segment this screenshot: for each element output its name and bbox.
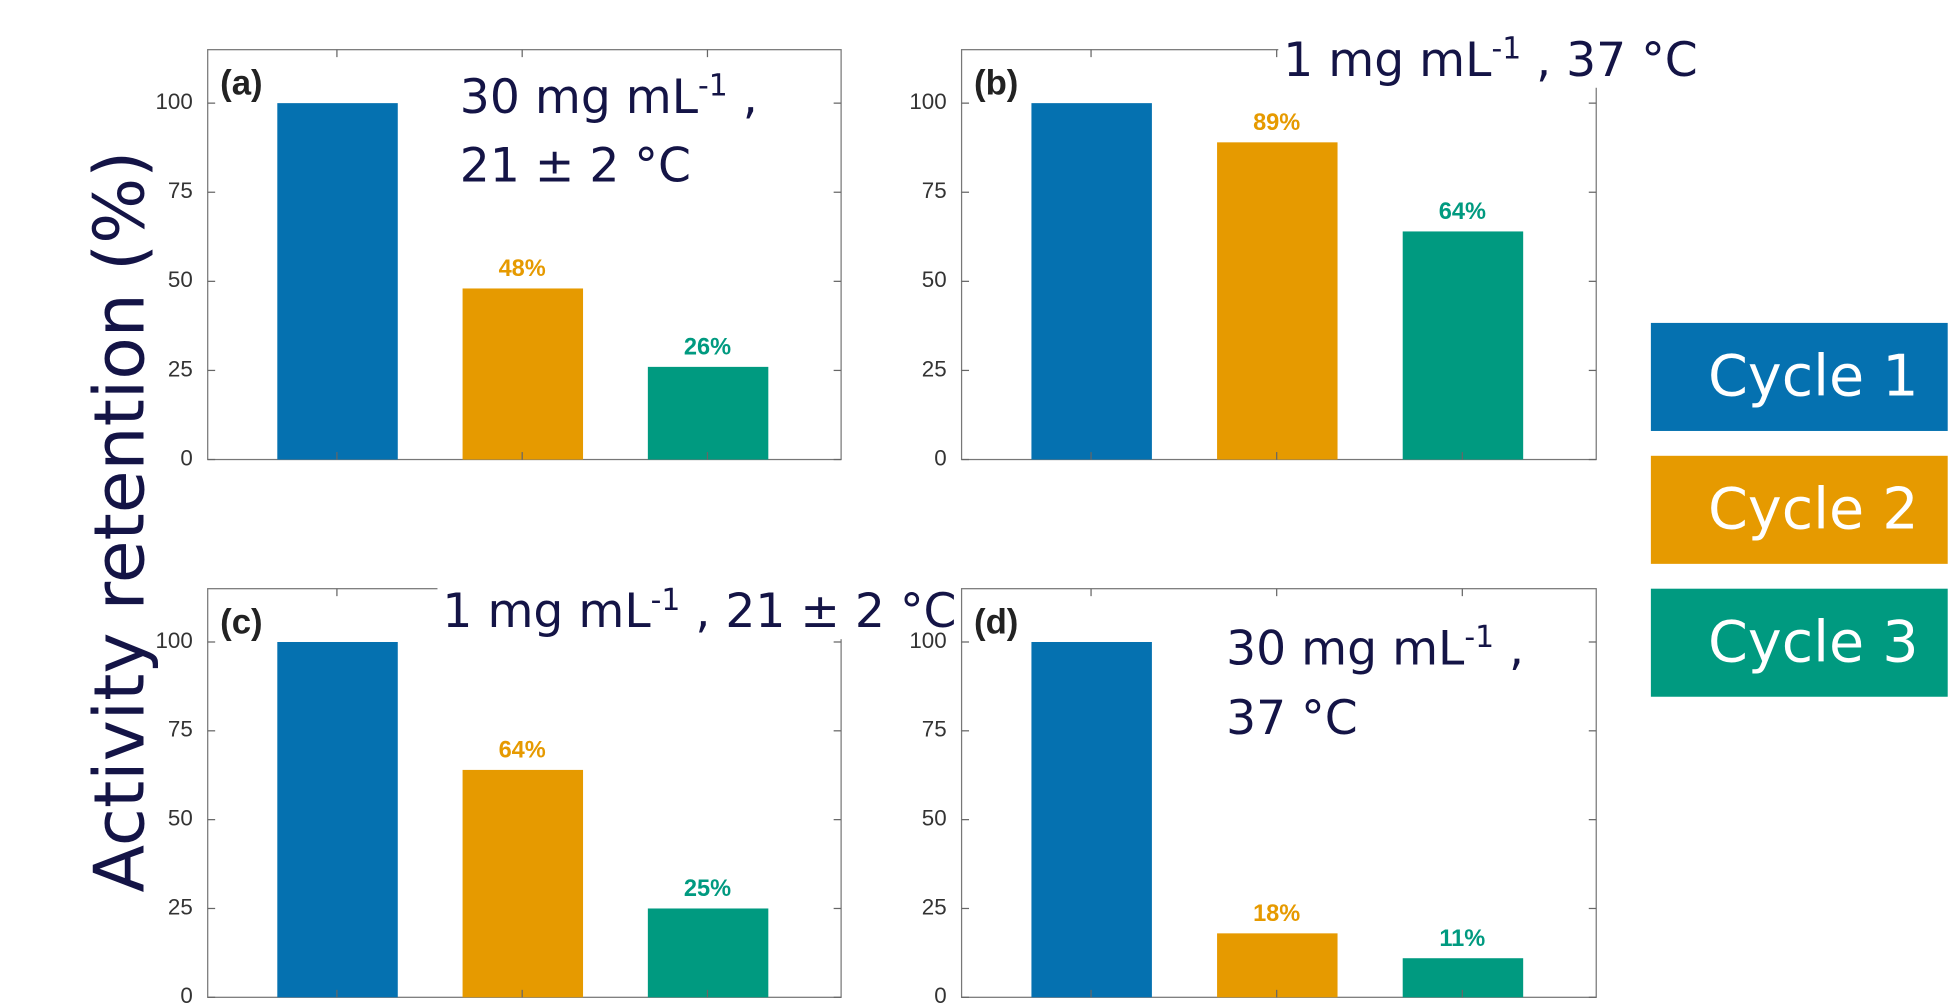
bar [462,769,584,998]
legend-label: Cycle 3 [1708,609,1919,675]
y-tick-label: 0 [180,445,192,470]
y-tick-label: 25 [922,356,947,381]
y-tick-label: 0 [180,983,192,1006]
legend-label: Cycle 2 [1708,477,1919,543]
annotation-sup: -1 [1464,620,1494,655]
y-tick-label: 100 [909,628,946,653]
annotation: 30 mg mL-1 , [460,69,758,125]
legend-swatch [1650,455,1948,564]
panel: 89% 64% 0 25 50 75 100 (b) 1 mg mL-1 , 37 °C [909,31,1703,470]
y-tick-label: 25 [168,894,193,919]
legend-label: Cycle 1 [1708,344,1919,410]
bar [1031,641,1152,998]
y-tick-label: 50 [168,267,193,292]
bar [1217,142,1338,460]
y-tick-label: 50 [168,806,193,831]
bar [462,288,584,460]
y-tick-label: 100 [909,89,946,114]
annotation-text: 37 °C [1226,691,1358,746]
y-tick-label: 75 [922,717,947,742]
annotation-sup: -1 [698,69,728,104]
panel: 64% 25% 0 25 50 75 100 (c) 1 mg mL-1 , 21 ± 2 °C [156,582,962,1006]
data-label: 89% [1253,109,1300,135]
legend-swatch [1650,588,1948,697]
annotation: 21 ± 2 °C [460,138,691,193]
annotation-text: , [728,70,758,125]
panel: 18% 11% 0 25 50 75 100 (d) 30 mg mL-1 , 37 °C [909,588,1597,1006]
annotation-sup: -1 [1491,31,1521,66]
panel-label: (a) [220,64,263,102]
data-label: 64% [1439,198,1486,224]
bar [647,366,769,460]
bar [277,641,398,998]
data-label: 18% [1253,900,1300,926]
annotation: 30 mg mL-1 , [1226,620,1524,676]
annotation-text: , 37 °C [1521,33,1698,88]
y-tick-label: 25 [922,894,947,919]
annotation-text: 30 mg mL [1226,621,1465,676]
panel: 48% 26% 0 25 50 75 100 (a) 30 mg mL-1 , 21 ± 2 °C [156,49,842,470]
bar [1217,933,1338,998]
annotation: 37 °C [1226,691,1358,746]
annotation-text: , 21 ± 2 °C [680,584,956,639]
annotation-text: 1 mg mL [442,584,651,639]
panel-label: (c) [220,603,263,641]
y-tick-label: 0 [934,983,946,1006]
y-axis-label: Activity retention (%) [80,151,161,893]
y-tick-label: 25 [168,356,193,381]
y-tick-label: 75 [922,178,947,203]
annotation: 1 mg mL-1 , 37 °C [1283,31,1698,87]
y-tick-label: 75 [168,178,193,203]
bar [647,908,769,998]
y-tick-label: 50 [922,806,947,831]
annotation-text: 1 mg mL [1283,33,1492,88]
panel-label: (d) [974,603,1018,641]
annotation-background [1278,31,1703,88]
y-tick-label: 100 [156,628,193,653]
annotation: 1 mg mL-1 , 21 ± 2 °C [442,583,956,639]
panel-label: (b) [974,64,1018,102]
annotation-sup: -1 [651,583,681,618]
data-label: 26% [684,333,731,359]
data-label: 64% [499,736,546,762]
bar [1031,103,1152,460]
annotation-background [437,582,962,640]
annotation-text: 30 mg mL [460,70,699,125]
bar [1402,231,1524,460]
bar [277,103,398,460]
data-label: 25% [684,875,731,901]
data-label: 48% [499,255,546,281]
y-tick-label: 100 [156,89,193,114]
legend-swatch [1650,322,1948,431]
annotation-text: 21 ± 2 °C [460,138,691,193]
y-tick-label: 75 [168,717,193,742]
y-tick-label: 0 [934,445,946,470]
annotation-text: , [1494,621,1524,676]
y-tick-label: 50 [922,267,947,292]
data-label: 11% [1439,925,1485,951]
